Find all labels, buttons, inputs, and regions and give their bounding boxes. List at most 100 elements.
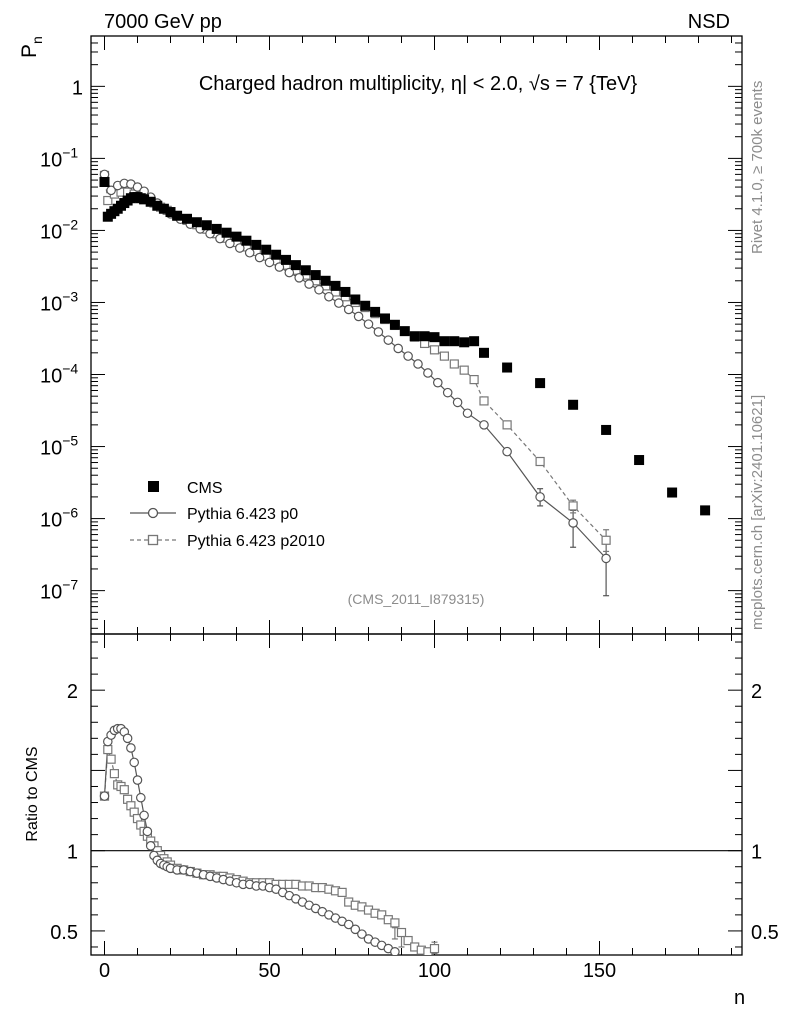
cms-point xyxy=(340,286,351,297)
main-data-layer xyxy=(99,169,711,597)
cms-point xyxy=(211,223,222,234)
ratio-y-tick-label-right: 2 xyxy=(751,681,762,703)
cms-point xyxy=(409,331,420,342)
cms-point xyxy=(231,231,242,242)
p0-point xyxy=(568,518,578,528)
p0-point xyxy=(284,267,295,278)
x-tick-label: 100 xyxy=(418,960,451,982)
p0-point xyxy=(479,420,489,430)
cms-point xyxy=(145,196,156,207)
cms-point xyxy=(634,455,645,466)
ratio-p0-point xyxy=(350,924,361,935)
cms-point xyxy=(502,362,513,373)
cms-point xyxy=(320,275,331,286)
p0-point xyxy=(413,359,423,369)
y-tick-label: 10−3 xyxy=(40,288,78,315)
cms-point xyxy=(251,239,262,250)
p0-point xyxy=(324,291,334,302)
ratio-p2010-point xyxy=(403,935,413,946)
ratio-clipped xyxy=(99,723,440,955)
p0-point xyxy=(343,304,354,315)
y-tick-label: 10−1 xyxy=(40,144,78,171)
cms-point xyxy=(700,505,711,516)
cms-point xyxy=(330,280,341,291)
cms-point xyxy=(350,294,361,305)
legend-p0-marker xyxy=(147,507,159,519)
p0-point xyxy=(274,262,285,272)
p0-point xyxy=(235,243,245,253)
p0-point xyxy=(294,273,304,283)
p2010-point xyxy=(535,456,545,467)
p0-point xyxy=(432,377,443,388)
p0-line xyxy=(103,174,607,559)
p0-point xyxy=(601,553,611,564)
ratio-axis-ticks: 2 2 1 1 0.5 0.5 0 50 100 150 xyxy=(50,634,779,982)
legend: CMS Pythia 6.423 p0 Pythia 6.423 p2010 xyxy=(130,480,325,550)
ratio-p0-point xyxy=(145,841,156,851)
ratio-p0-point xyxy=(139,810,149,821)
p0-point xyxy=(383,335,394,345)
cms-point xyxy=(370,306,381,317)
p0-point xyxy=(462,408,473,419)
ratio-p2010-point xyxy=(106,754,116,764)
y-tick-label: 10−6 xyxy=(40,505,78,532)
cms-point xyxy=(568,399,579,410)
ratio-y-tick-label-left: 0.5 xyxy=(50,922,78,944)
ratio-p0-point xyxy=(99,791,110,801)
p2010-point xyxy=(479,396,489,406)
ratio-p2010-point xyxy=(377,910,387,920)
y-tick-label: 10−4 xyxy=(40,361,78,388)
ratio-y-tick-label-left: 1 xyxy=(67,842,78,864)
cms-point xyxy=(152,200,163,211)
legend-p0-label: Pythia 6.423 p0 xyxy=(187,506,298,523)
legend-p2010-label: Pythia 6.423 p2010 xyxy=(187,533,325,550)
p0-point xyxy=(333,298,344,308)
p2010-point xyxy=(502,420,512,430)
ratio-p2010-point xyxy=(119,785,129,795)
cms-point xyxy=(601,424,612,435)
p2010-line xyxy=(103,175,607,541)
ratio-y-label: Ratio to CMS xyxy=(24,746,41,841)
y-tick-label: 10−5 xyxy=(40,433,78,460)
cms-point xyxy=(99,177,110,188)
p0-point xyxy=(502,446,512,457)
plot-title: Charged hadron multiplicity, η| < 2.0, √… xyxy=(199,73,638,95)
cms-point xyxy=(139,194,150,205)
legend-cms-marker xyxy=(148,481,159,492)
cms-point xyxy=(271,249,282,260)
cms-point xyxy=(158,203,169,214)
ratio-p2010-point xyxy=(429,943,440,954)
rivet-label: Rivet 4.1.0, ≥ 700k events xyxy=(749,81,766,254)
ratio-y-tick-label-left: 2 xyxy=(67,681,78,703)
cms-point xyxy=(399,326,410,337)
p0-point xyxy=(106,185,116,196)
cms-point xyxy=(380,313,390,324)
cms-point xyxy=(221,227,232,238)
ratio-p0-point xyxy=(142,826,153,837)
ratio-panel-frame xyxy=(90,633,743,956)
cms-point xyxy=(459,337,470,348)
cms-point xyxy=(201,220,212,231)
p0-point xyxy=(132,182,143,192)
ratio-p2010-point xyxy=(103,744,113,755)
ratio-p2010-point xyxy=(396,927,407,938)
p2010-point xyxy=(449,359,459,369)
analysis-tag: (CMS_2011_I879315) xyxy=(348,591,485,607)
process-label: NSD xyxy=(688,11,730,33)
ratio-y-tick-label-right: 1 xyxy=(751,842,762,864)
p0-point xyxy=(363,319,374,329)
p0-point xyxy=(264,257,275,268)
x-axis-label: n xyxy=(734,987,745,1009)
ratio-p0-point xyxy=(343,919,354,930)
ratio-p2010-point xyxy=(390,918,400,928)
ratio-p2010-point xyxy=(337,887,347,898)
p0-point xyxy=(393,343,403,354)
ratio-p0-point xyxy=(129,757,139,768)
ratio-p0-point xyxy=(357,929,367,939)
x-tick-label: 0 xyxy=(99,960,110,982)
x-tick-label: 50 xyxy=(258,960,280,982)
ratio-p0-point xyxy=(390,946,400,955)
p2010-point xyxy=(459,365,469,375)
y-tick-label: 10−2 xyxy=(40,216,78,243)
cms-point xyxy=(439,336,450,347)
